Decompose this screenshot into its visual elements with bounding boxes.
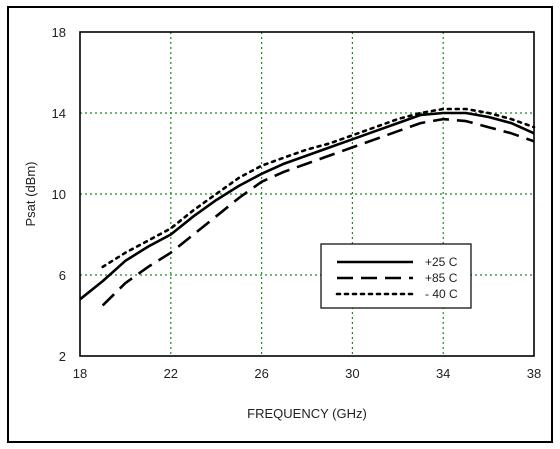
series-line-1: [79, 111, 535, 301]
legend-label-1: +25 C: [425, 255, 458, 269]
x-axis-title: FREQUENCY (GHz): [247, 406, 367, 421]
series-line-2: [101, 117, 535, 307]
y-tick-label: 14: [52, 106, 66, 121]
y-tick-label: 2: [59, 349, 66, 364]
x-tick-label: 18: [73, 366, 87, 381]
legend-label-2: +85 C: [425, 271, 458, 285]
plot-border: [79, 31, 535, 357]
series-line-3: [101, 107, 536, 269]
y-tick-label: 6: [59, 268, 66, 283]
legend: +25 C +85 C - 40 C: [320, 243, 472, 309]
y-tick-label: 18: [52, 25, 66, 40]
legend-box: [320, 243, 472, 309]
y-tick-label: 10: [52, 187, 66, 202]
x-tick-label: 30: [345, 366, 359, 381]
x-tick-label: 26: [254, 366, 268, 381]
chart-frame: 18 22 26 30 34 38 2 6 10 14 18 FREQUENCY (GHz) Psa…: [7, 6, 553, 443]
x-tick-label: 22: [164, 366, 178, 381]
legend-label-3: - 40 C: [425, 287, 458, 301]
x-tick-label: 34: [436, 366, 450, 381]
series-layer: [79, 107, 536, 307]
y-axis-title: Psat (dBm): [23, 161, 38, 226]
x-tick-label: 38: [527, 366, 541, 381]
